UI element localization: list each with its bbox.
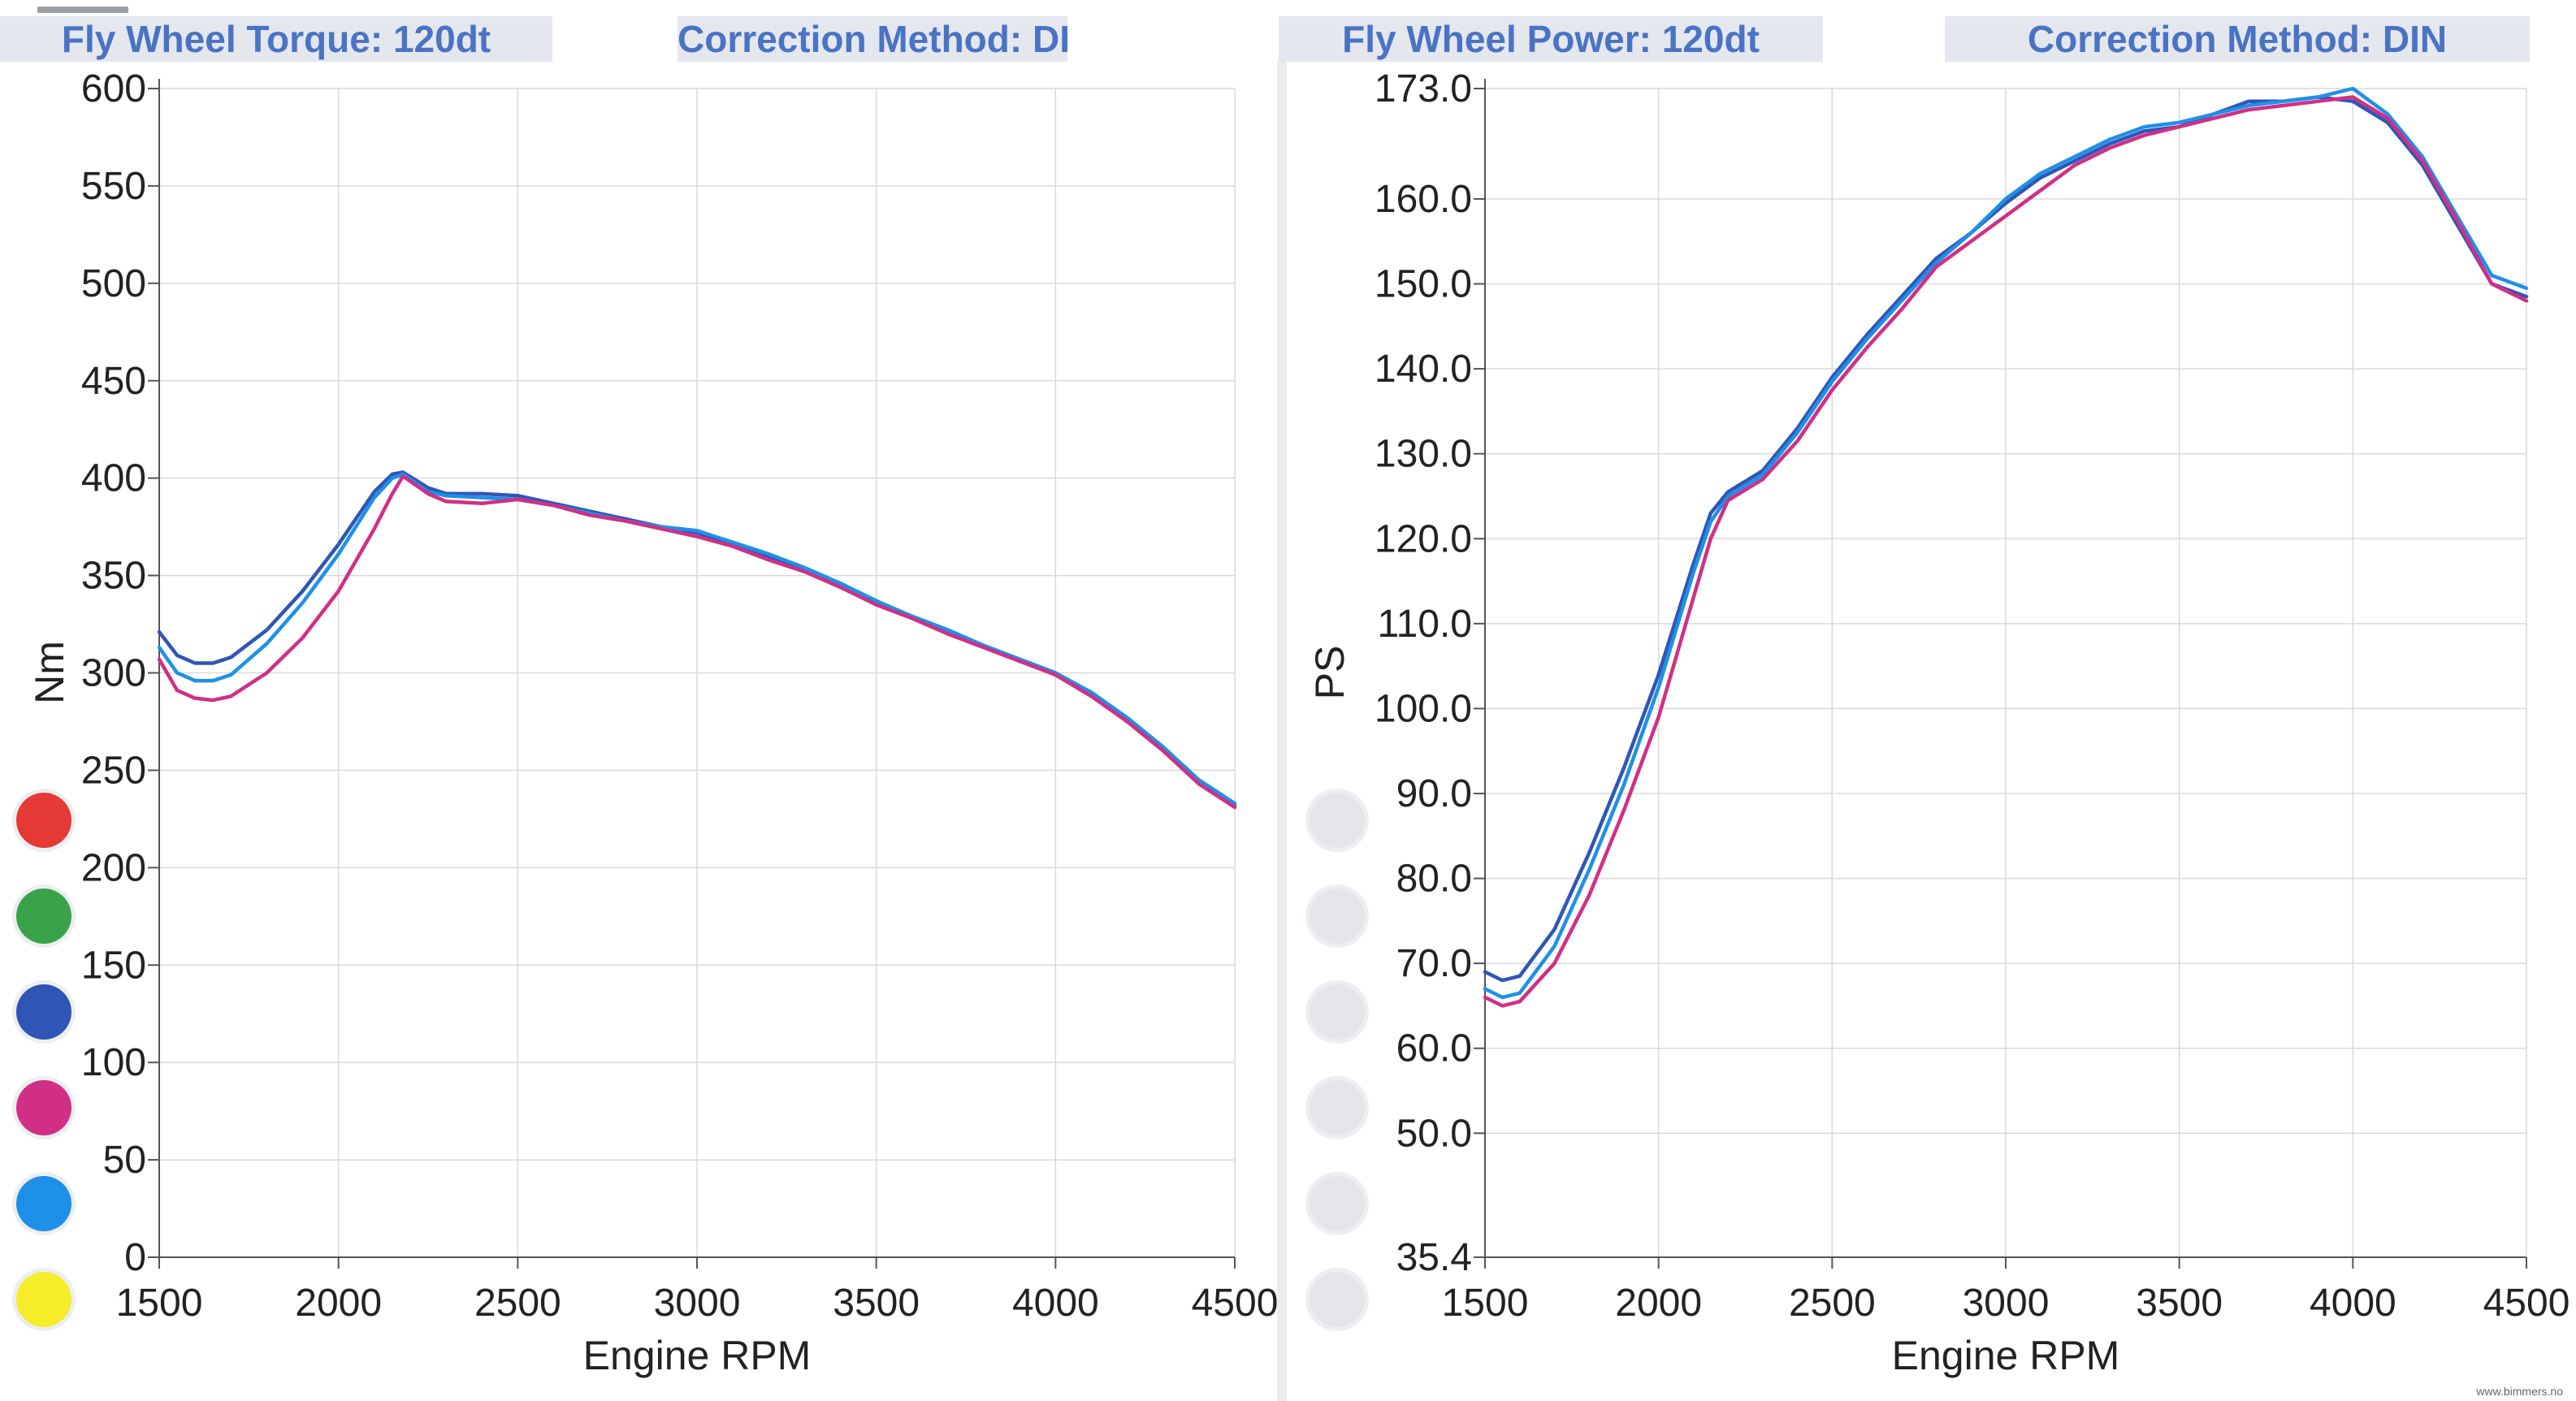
y-tick-label: 250	[81, 749, 146, 792]
series-color-swatch[interactable]	[16, 984, 71, 1040]
x-tick-label: 4500	[2483, 1282, 2570, 1325]
y-tick-label: 600	[81, 67, 146, 110]
y-tick-label: 50.0	[1396, 1112, 1472, 1155]
x-tick-label: 3000	[1963, 1282, 2050, 1325]
y-tick-label: 100	[81, 1041, 146, 1084]
series-color-swatch[interactable]	[16, 1176, 71, 1231]
series-color-swatch[interactable]	[16, 889, 71, 944]
x-tick-label: 3000	[654, 1282, 741, 1325]
x-tick-label: 2000	[295, 1282, 382, 1325]
x-axis-label: Engine RPM	[1892, 1333, 2120, 1378]
inactive-series-swatch[interactable]	[1310, 1176, 1365, 1231]
y-tick-label: 173.0	[1375, 67, 1472, 110]
inactive-series-swatch[interactable]	[1310, 1272, 1365, 1327]
y-tick-label: 80.0	[1396, 858, 1472, 901]
x-tick-label: 4000	[1012, 1282, 1099, 1325]
y-tick-label: 400	[81, 457, 146, 500]
x-tick-label: 1500	[116, 1282, 203, 1325]
series-line-1	[1483, 86, 2529, 1000]
x-tick-label: 2500	[474, 1282, 561, 1325]
torque-chart-title: Fly Wheel Torque: 120dt	[0, 16, 552, 62]
inactive-series-swatch[interactable]	[1310, 984, 1365, 1040]
power-chart: 35.4 50.0 60.0 70.0 80.0 90.0 100.0 110.0 120.0 1…	[1307, 67, 2570, 1378]
y-tick-label: 450	[81, 360, 146, 403]
x-tick-label: 2500	[1789, 1282, 1876, 1325]
watermark: www.bimmers.no	[2476, 1385, 2563, 1398]
y-tick-label: 150.0	[1375, 263, 1472, 306]
y-tick-label: 160.0	[1375, 178, 1472, 221]
x-tick-label: 1500	[1442, 1282, 1529, 1325]
torque-correction-method: Correction Method: DIN	[678, 16, 1067, 62]
y-tick-label: 90.0	[1396, 772, 1472, 815]
y-axis-label: PS	[1307, 646, 1353, 700]
y-tick-label: 60.0	[1396, 1027, 1472, 1070]
y-tick-label: 300	[81, 652, 146, 695]
inactive-series-swatch[interactable]	[1310, 793, 1365, 848]
series-color-swatch[interactable]	[16, 793, 71, 848]
y-tick-label: 50	[103, 1139, 146, 1182]
power-chart-title: Fly Wheel Power: 120dt	[1279, 16, 1823, 62]
window-tab-marker	[37, 6, 128, 13]
y-tick-label: 350	[81, 555, 146, 598]
y-tick-label: 0	[124, 1236, 146, 1279]
y-tick-label: 140.0	[1375, 348, 1472, 391]
power-correction-method: Correction Method: DIN	[1945, 16, 2530, 62]
y-tick-label: 150	[81, 944, 146, 987]
series-line-2	[1483, 95, 2529, 1008]
y-tick-label: 70.0	[1396, 942, 1472, 985]
y-tick-label: 500	[81, 262, 146, 305]
series-line-2	[157, 474, 1237, 810]
x-tick-label: 4500	[1192, 1282, 1277, 1325]
y-tick-label: 35.4	[1396, 1236, 1472, 1279]
torque-chart: 0 50 100 150 200 250 300 350 400 450 500 550 600 1500…	[27, 67, 1277, 1378]
y-tick-label: 110.0	[1377, 603, 1472, 646]
y-tick-label: 200	[81, 846, 146, 889]
y-axis-label: Nm	[27, 641, 72, 704]
y-tick-label: 550	[81, 165, 146, 208]
x-tick-label: 2000	[1615, 1282, 1702, 1325]
x-axis-label: Engine RPM	[583, 1333, 812, 1378]
panel-divider	[1277, 62, 1287, 1401]
series-color-swatch[interactable]	[16, 1272, 71, 1327]
x-tick-label: 3500	[833, 1282, 920, 1325]
y-tick-label: 130.0	[1375, 433, 1472, 476]
series-color-swatch[interactable]	[16, 1080, 71, 1135]
y-tick-label: 120.0	[1375, 517, 1472, 560]
y-tick-label: 100.0	[1375, 687, 1472, 730]
x-tick-label: 3500	[2136, 1282, 2223, 1325]
x-tick-label: 4000	[2310, 1282, 2396, 1325]
inactive-series-swatch[interactable]	[1310, 1080, 1365, 1135]
inactive-series-swatch[interactable]	[1310, 889, 1365, 944]
